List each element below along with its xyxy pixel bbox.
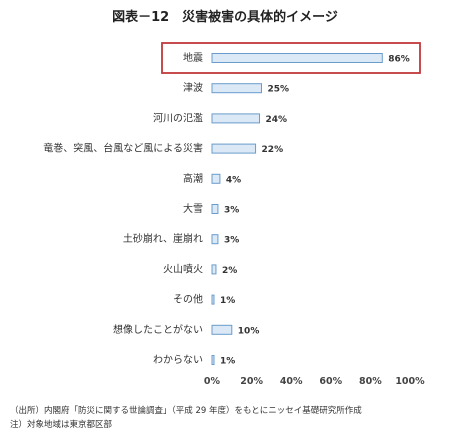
value-label: 1%: [220, 357, 235, 367]
category-label: 高潮: [183, 172, 203, 185]
x-tick-label: 80%: [359, 376, 382, 387]
x-tick-label: 20%: [240, 376, 263, 387]
value-label: 22%: [262, 145, 284, 155]
category-label: 竜巻、突風、台風など風による災害: [43, 142, 203, 155]
chart-title: 図表－12 災害被害の具体的イメージ: [112, 10, 338, 25]
bar: [211, 83, 262, 94]
value-label: 24%: [266, 115, 288, 125]
bar: [211, 324, 233, 335]
bar: [211, 294, 215, 305]
bar: [211, 173, 221, 184]
value-label: 3%: [224, 206, 239, 216]
x-tick-label: 40%: [280, 376, 303, 387]
footnote: 注）対象地域は東京都区部: [10, 420, 113, 430]
category-label: 津波: [183, 81, 203, 94]
category-label: 河川の氾濫: [153, 111, 203, 124]
value-label: 86%: [388, 55, 410, 65]
bar: [211, 355, 215, 365]
highlight-box: [161, 42, 421, 74]
value-label: 1%: [220, 296, 235, 306]
value-label: 4%: [226, 175, 241, 185]
x-tick-label: 0%: [204, 376, 221, 387]
category-label: 火山噴火: [163, 263, 203, 275]
value-label: 10%: [238, 326, 260, 336]
category-label: その他: [173, 293, 203, 306]
bar: [211, 113, 261, 124]
bar-chart: 地震 86% 津波 25% 河川の氾濫 24% 竜巻、突風、台風など風による災害 22% 高潮 4…: [43, 42, 425, 387]
bar: [211, 234, 219, 245]
category-label: 地震: [183, 51, 203, 64]
source-note: （出所）内閣府「防災に関する世論調査」（平成 29 年度）をもとにニッセイ基礎研…: [10, 406, 362, 416]
x-tick-label: 60%: [319, 376, 342, 387]
category-label: 土砂崩れ、崖崩れ: [123, 232, 203, 245]
category-label: 大雪: [183, 202, 203, 215]
x-tick-label: 100%: [395, 376, 425, 387]
value-label: 25%: [268, 85, 290, 95]
value-label: 3%: [224, 236, 239, 246]
bar: [211, 143, 257, 154]
bar: [211, 264, 217, 275]
category-label: 想像したことがない: [113, 323, 203, 336]
value-label: 2%: [222, 266, 237, 276]
category-label: わからない: [153, 354, 203, 366]
bar: [211, 53, 383, 63]
bar: [211, 204, 219, 214]
